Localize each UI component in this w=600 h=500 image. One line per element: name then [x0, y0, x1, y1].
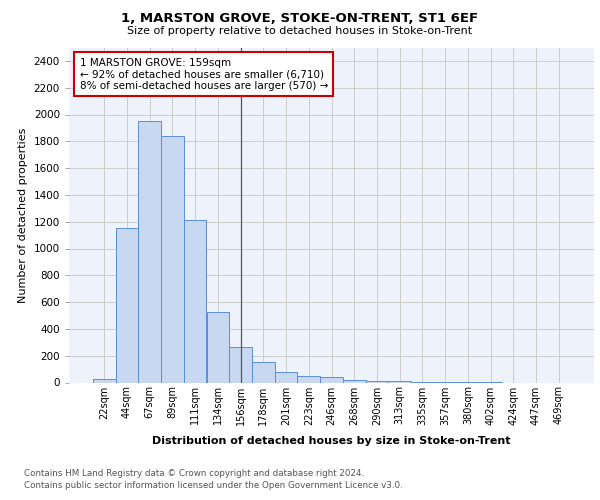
- Text: Contains HM Land Registry data © Crown copyright and database right 2024.: Contains HM Land Registry data © Crown c…: [24, 469, 364, 478]
- Bar: [161, 136, 184, 382]
- Bar: [275, 372, 298, 382]
- Bar: [116, 228, 139, 382]
- Bar: [320, 377, 343, 382]
- Bar: [388, 381, 411, 382]
- Text: Contains public sector information licensed under the Open Government Licence v3: Contains public sector information licen…: [24, 481, 403, 490]
- Text: Size of property relative to detached houses in Stoke-on-Trent: Size of property relative to detached ho…: [127, 26, 473, 36]
- Text: 1 MARSTON GROVE: 159sqm
← 92% of detached houses are smaller (6,710)
8% of semi-: 1 MARSTON GROVE: 159sqm ← 92% of detache…: [79, 58, 328, 91]
- Bar: [365, 381, 388, 382]
- Bar: [298, 376, 320, 382]
- Bar: [206, 312, 229, 382]
- Bar: [229, 347, 252, 382]
- Y-axis label: Number of detached properties: Number of detached properties: [18, 128, 28, 302]
- Bar: [252, 362, 275, 382]
- Text: 1, MARSTON GROVE, STOKE-ON-TRENT, ST1 6EF: 1, MARSTON GROVE, STOKE-ON-TRENT, ST1 6E…: [121, 12, 479, 26]
- Bar: [343, 380, 365, 382]
- Bar: [93, 379, 116, 382]
- Bar: [139, 121, 161, 382]
- Bar: [184, 220, 206, 382]
- X-axis label: Distribution of detached houses by size in Stoke-on-Trent: Distribution of detached houses by size …: [152, 436, 511, 446]
